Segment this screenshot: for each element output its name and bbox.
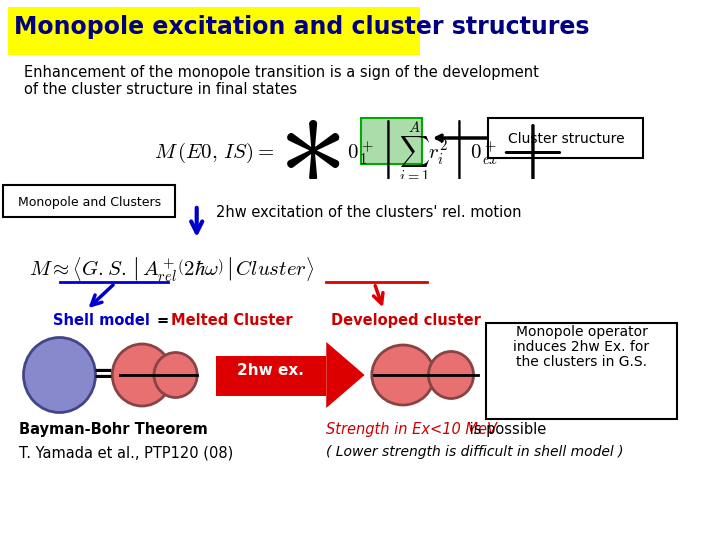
Text: 2hw excitation of the clusters' rel. motion: 2hw excitation of the clusters' rel. mot…: [216, 205, 521, 220]
FancyBboxPatch shape: [488, 118, 643, 158]
Text: $M\,(E0,\,IS) = \left\langle 0_1^+\, \left|\, \sum_{i=1}^{A} r_i^2\, \right|\, 0: $M\,(E0,\,IS) = \left\langle 0_1^+\, \le…: [153, 118, 562, 178]
Text: 2hw ex.: 2hw ex.: [237, 363, 304, 378]
Text: Monopole and Clusters: Monopole and Clusters: [18, 196, 161, 209]
Polygon shape: [326, 342, 364, 408]
FancyBboxPatch shape: [8, 7, 420, 55]
Text: Melted Cluster: Melted Cluster: [171, 313, 292, 328]
Text: =: =: [92, 363, 113, 387]
Text: Enhancement of the monopole transition is a sign of the development: Enhancement of the monopole transition i…: [24, 65, 539, 80]
Text: of the cluster structure in final states: of the cluster structure in final states: [24, 82, 297, 97]
Text: Bayman-Bohr Theorem: Bayman-Bohr Theorem: [19, 422, 208, 437]
Text: ( Lower strength is difficult in shell model ): ( Lower strength is difficult in shell m…: [326, 445, 624, 459]
Text: Developed cluster: Developed cluster: [331, 313, 481, 328]
Text: T. Yamada et al., PTP120 (08): T. Yamada et al., PTP120 (08): [19, 445, 233, 460]
Text: the clusters in G.S.: the clusters in G.S.: [516, 355, 647, 369]
Text: =: =: [156, 313, 168, 328]
Text: Shell model: Shell model: [53, 313, 150, 328]
Ellipse shape: [372, 345, 434, 405]
Ellipse shape: [428, 352, 474, 399]
Text: Monopole excitation and cluster structures: Monopole excitation and cluster structur…: [14, 15, 590, 39]
Text: Cluster structure: Cluster structure: [508, 132, 624, 146]
Text: is possible: is possible: [465, 422, 546, 437]
FancyBboxPatch shape: [3, 185, 175, 217]
Ellipse shape: [112, 344, 172, 406]
FancyBboxPatch shape: [361, 118, 422, 164]
FancyBboxPatch shape: [216, 356, 326, 396]
Ellipse shape: [24, 338, 96, 413]
FancyBboxPatch shape: [485, 323, 678, 419]
Text: $M \approx \left\langle G.S.\, \left|\, A_{rel}^+\left(2\hbar\omega\right)\, \ri: $M \approx \left\langle G.S.\, \left|\, …: [29, 255, 314, 283]
Ellipse shape: [154, 353, 197, 397]
Text: Strength in Ex<10 MeV: Strength in Ex<10 MeV: [326, 422, 498, 437]
Text: induces 2hw Ex. for: induces 2hw Ex. for: [513, 340, 649, 354]
Text: Monopole operator: Monopole operator: [516, 325, 647, 339]
